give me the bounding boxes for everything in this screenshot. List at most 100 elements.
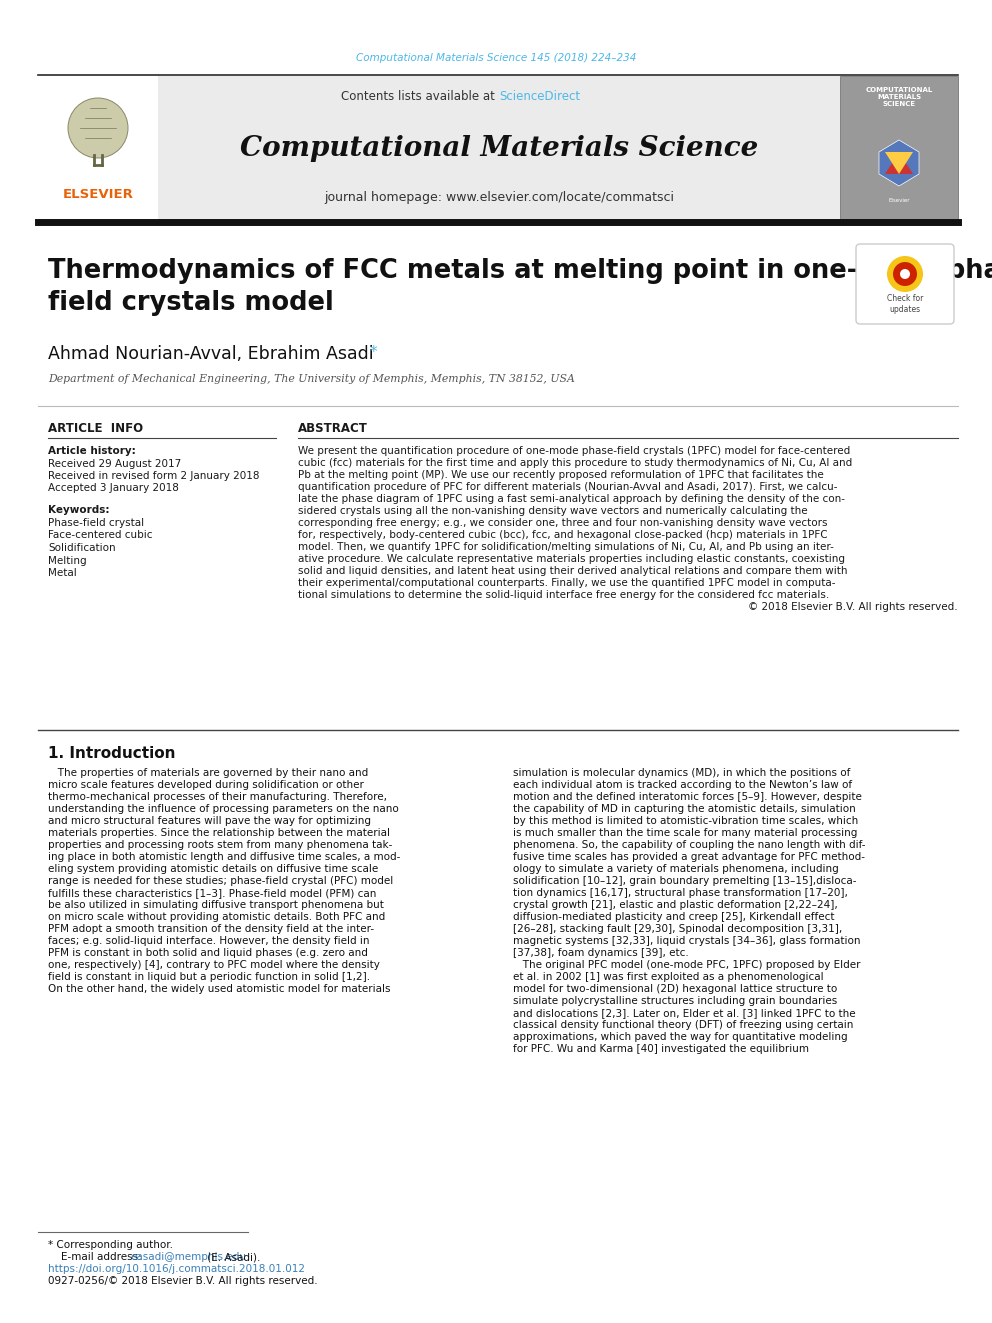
Text: range is needed for these studies; phase-field crystal (PFC) model: range is needed for these studies; phase… <box>48 876 393 886</box>
Text: classical density functional theory (DFT) of freezing using certain: classical density functional theory (DFT… <box>513 1020 853 1031</box>
Text: Article history:: Article history: <box>48 446 136 456</box>
Text: © 2018 Elsevier B.V. All rights reserved.: © 2018 Elsevier B.V. All rights reserved… <box>748 602 958 613</box>
Text: field crystals model: field crystals model <box>48 290 333 316</box>
Text: corresponding free energy; e.g., we consider one, three and four non-vanishing d: corresponding free energy; e.g., we cons… <box>298 519 827 528</box>
FancyBboxPatch shape <box>840 75 958 220</box>
Text: solid and liquid densities, and latent heat using their derived analytical relat: solid and liquid densities, and latent h… <box>298 566 847 576</box>
Text: one, respectively) [4], contrary to PFC model where the density: one, respectively) [4], contrary to PFC … <box>48 960 380 970</box>
Text: tional simulations to determine the solid-liquid interface free energy for the c: tional simulations to determine the soli… <box>298 590 829 601</box>
Text: ABSTRACT: ABSTRACT <box>298 422 368 435</box>
Text: [26–28], stacking fault [29,30], Spinodal decomposition [3,31],: [26–28], stacking fault [29,30], Spinoda… <box>513 923 842 934</box>
Text: easadi@memphis.edu: easadi@memphis.edu <box>130 1252 246 1262</box>
Text: The original PFC model (one-mode PFC, 1PFC) proposed by Elder: The original PFC model (one-mode PFC, 1P… <box>513 960 860 970</box>
FancyBboxPatch shape <box>158 75 840 220</box>
Text: tion dynamics [16,17], structural phase transformation [17–20],: tion dynamics [16,17], structural phase … <box>513 888 848 898</box>
Text: is much smaller than the time scale for many material processing: is much smaller than the time scale for … <box>513 828 857 837</box>
Text: sidered crystals using all the non-vanishing density wave vectors and numericall: sidered crystals using all the non-vanis… <box>298 505 807 516</box>
Text: E-mail address:: E-mail address: <box>48 1252 145 1262</box>
Text: The properties of materials are governed by their nano and: The properties of materials are governed… <box>48 767 368 778</box>
Text: ELSEVIER: ELSEVIER <box>62 188 134 201</box>
Text: model for two-dimensional (2D) hexagonal lattice structure to: model for two-dimensional (2D) hexagonal… <box>513 984 837 994</box>
Text: ARTICLE  INFO: ARTICLE INFO <box>48 422 143 435</box>
Text: Accepted 3 January 2018: Accepted 3 January 2018 <box>48 483 179 493</box>
Text: phenomena. So, the capability of coupling the nano length with dif-: phenomena. So, the capability of couplin… <box>513 840 865 849</box>
Text: Computational Materials Science 145 (2018) 224–234: Computational Materials Science 145 (201… <box>356 53 636 64</box>
Text: for PFC. Wu and Karma [40] investigated the equilibrium: for PFC. Wu and Karma [40] investigated … <box>513 1044 809 1054</box>
Polygon shape <box>879 140 919 187</box>
Text: We present the quantification procedure of one-mode phase-field crystals (1PFC) : We present the quantification procedure … <box>298 446 850 456</box>
Text: be also utilized in simulating diffusive transport phenomena but: be also utilized in simulating diffusive… <box>48 900 384 910</box>
Text: Department of Mechanical Engineering, The University of Memphis, Memphis, TN 381: Department of Mechanical Engineering, Th… <box>48 374 575 384</box>
Text: fulfills these characteristics [1–3]. Phase-field model (PFM) can: fulfills these characteristics [1–3]. Ph… <box>48 888 376 898</box>
Text: ScienceDirect: ScienceDirect <box>499 90 580 102</box>
Text: (E. Asadi).: (E. Asadi). <box>203 1252 260 1262</box>
Circle shape <box>68 98 128 157</box>
Text: each individual atom is tracked according to the Newton’s law of: each individual atom is tracked accordin… <box>513 781 852 790</box>
Circle shape <box>887 255 923 292</box>
Text: micro scale features developed during solidification or other: micro scale features developed during so… <box>48 781 364 790</box>
Text: journal homepage: www.elsevier.com/locate/commatsci: journal homepage: www.elsevier.com/locat… <box>324 192 674 205</box>
Text: PFM is constant in both solid and liquid phases (e.g. zero and: PFM is constant in both solid and liquid… <box>48 949 368 958</box>
Text: simulation is molecular dynamics (MD), in which the positions of: simulation is molecular dynamics (MD), i… <box>513 767 850 778</box>
Text: the capability of MD in capturing the atomistic details, simulation: the capability of MD in capturing the at… <box>513 804 856 814</box>
Polygon shape <box>885 152 913 175</box>
Circle shape <box>893 262 917 286</box>
Text: Elsevier: Elsevier <box>888 197 910 202</box>
Text: On the other hand, the widely used atomistic model for materials: On the other hand, the widely used atomi… <box>48 984 391 994</box>
Text: Pb at the melting point (MP). We use our recently proposed reformulation of 1PFC: Pb at the melting point (MP). We use our… <box>298 470 823 480</box>
Text: magnetic systems [32,33], liquid crystals [34–36], glass formation: magnetic systems [32,33], liquid crystal… <box>513 935 860 946</box>
Text: properties and processing roots stem from many phenomena tak-: properties and processing roots stem fro… <box>48 840 393 849</box>
Circle shape <box>900 269 910 279</box>
FancyBboxPatch shape <box>856 243 954 324</box>
Text: Melting: Melting <box>48 556 86 565</box>
Text: 0927-0256/© 2018 Elsevier B.V. All rights reserved.: 0927-0256/© 2018 Elsevier B.V. All right… <box>48 1275 317 1286</box>
Text: on micro scale without providing atomistic details. Both PFC and: on micro scale without providing atomist… <box>48 912 385 922</box>
Text: materials properties. Since the relationship between the material: materials properties. Since the relation… <box>48 828 390 837</box>
Text: late the phase diagram of 1PFC using a fast semi-analytical approach by defining: late the phase diagram of 1PFC using a f… <box>298 493 845 504</box>
Text: thermo-mechanical processes of their manufacturing. Therefore,: thermo-mechanical processes of their man… <box>48 792 387 802</box>
Text: their experimental/computational counterparts. Finally, we use the quantified 1P: their experimental/computational counter… <box>298 578 835 587</box>
Text: solidification [10–12], grain boundary premelting [13–15],disloca-: solidification [10–12], grain boundary p… <box>513 876 856 886</box>
Text: for, respectively, body-centered cubic (bcc), fcc, and hexagonal close-packed (h: for, respectively, body-centered cubic (… <box>298 531 827 540</box>
Text: Received 29 August 2017: Received 29 August 2017 <box>48 459 182 468</box>
Text: faces; e.g. solid-liquid interface. However, the density field in: faces; e.g. solid-liquid interface. Howe… <box>48 935 369 946</box>
Text: COMPUTATIONAL
MATERIALS
SCIENCE: COMPUTATIONAL MATERIALS SCIENCE <box>865 86 932 107</box>
Text: Phase-field crystal: Phase-field crystal <box>48 519 144 528</box>
Text: Ahmad Nourian-Avval, Ebrahim Asadi: Ahmad Nourian-Avval, Ebrahim Asadi <box>48 345 379 363</box>
Text: cubic (fcc) materials for the first time and apply this procedure to study therm: cubic (fcc) materials for the first time… <box>298 458 852 468</box>
Text: Received in revised form 2 January 2018: Received in revised form 2 January 2018 <box>48 471 260 482</box>
Text: fusive time scales has provided a great advantage for PFC method-: fusive time scales has provided a great … <box>513 852 865 863</box>
Text: by this method is limited to atomistic-vibration time scales, which: by this method is limited to atomistic-v… <box>513 816 858 826</box>
Text: simulate polycrystalline structures including grain boundaries: simulate polycrystalline structures incl… <box>513 996 837 1005</box>
Text: quantification procedure of PFC for different materials (Nourian-Avval and Asadi: quantification procedure of PFC for diff… <box>298 482 837 492</box>
Text: Metal: Metal <box>48 568 76 578</box>
Text: field is constant in liquid but a periodic function in solid [1,2].: field is constant in liquid but a period… <box>48 972 370 982</box>
Text: ing place in both atomistic length and diffusive time scales, a mod-: ing place in both atomistic length and d… <box>48 852 401 863</box>
FancyBboxPatch shape <box>38 75 158 220</box>
Text: Face-centered cubic: Face-centered cubic <box>48 531 153 541</box>
Text: 1. Introduction: 1. Introduction <box>48 746 176 761</box>
Text: Solidification: Solidification <box>48 542 116 553</box>
Text: [37,38], foam dynamics [39], etc.: [37,38], foam dynamics [39], etc. <box>513 949 688 958</box>
Text: understanding the influence of processing parameters on the nano: understanding the influence of processin… <box>48 804 399 814</box>
Text: Computational Materials Science: Computational Materials Science <box>240 135 758 161</box>
Text: model. Then, we quantify 1PFC for solidification/melting simulations of Ni, Cu, : model. Then, we quantify 1PFC for solidi… <box>298 542 834 552</box>
Text: diffusion-mediated plasticity and creep [25], Kirkendall effect: diffusion-mediated plasticity and creep … <box>513 912 834 922</box>
Text: crystal growth [21], elastic and plastic deformation [2,22–24],: crystal growth [21], elastic and plastic… <box>513 900 838 910</box>
Text: * Corresponding author.: * Corresponding author. <box>48 1240 173 1250</box>
Text: Thermodynamics of FCC metals at melting point in one-mode phase-: Thermodynamics of FCC metals at melting … <box>48 258 992 284</box>
Text: et al. in 2002 [1] was first exploited as a phenomenological: et al. in 2002 [1] was first exploited a… <box>513 972 823 982</box>
Text: Contents lists available at: Contents lists available at <box>341 90 499 102</box>
Text: motion and the defined interatomic forces [5–9]. However, despite: motion and the defined interatomic force… <box>513 792 862 802</box>
Text: *: * <box>370 345 378 360</box>
Polygon shape <box>885 152 913 175</box>
Text: Keywords:: Keywords: <box>48 505 109 515</box>
Text: eling system providing atomistic details on diffusive time scale: eling system providing atomistic details… <box>48 864 378 875</box>
Text: ology to simulate a variety of materials phenomena, including: ology to simulate a variety of materials… <box>513 864 839 875</box>
Text: PFM adopt a smooth transition of the density field at the inter-: PFM adopt a smooth transition of the den… <box>48 923 374 934</box>
Text: and dislocations [2,3]. Later on, Elder et al. [3] linked 1PFC to the: and dislocations [2,3]. Later on, Elder … <box>513 1008 856 1017</box>
Text: approximations, which paved the way for quantitative modeling: approximations, which paved the way for … <box>513 1032 847 1043</box>
Text: and micro structural features will pave the way for optimizing: and micro structural features will pave … <box>48 816 371 826</box>
Text: Check for
updates: Check for updates <box>887 294 924 314</box>
Text: https://doi.org/10.1016/j.commatsci.2018.01.012: https://doi.org/10.1016/j.commatsci.2018… <box>48 1263 305 1274</box>
